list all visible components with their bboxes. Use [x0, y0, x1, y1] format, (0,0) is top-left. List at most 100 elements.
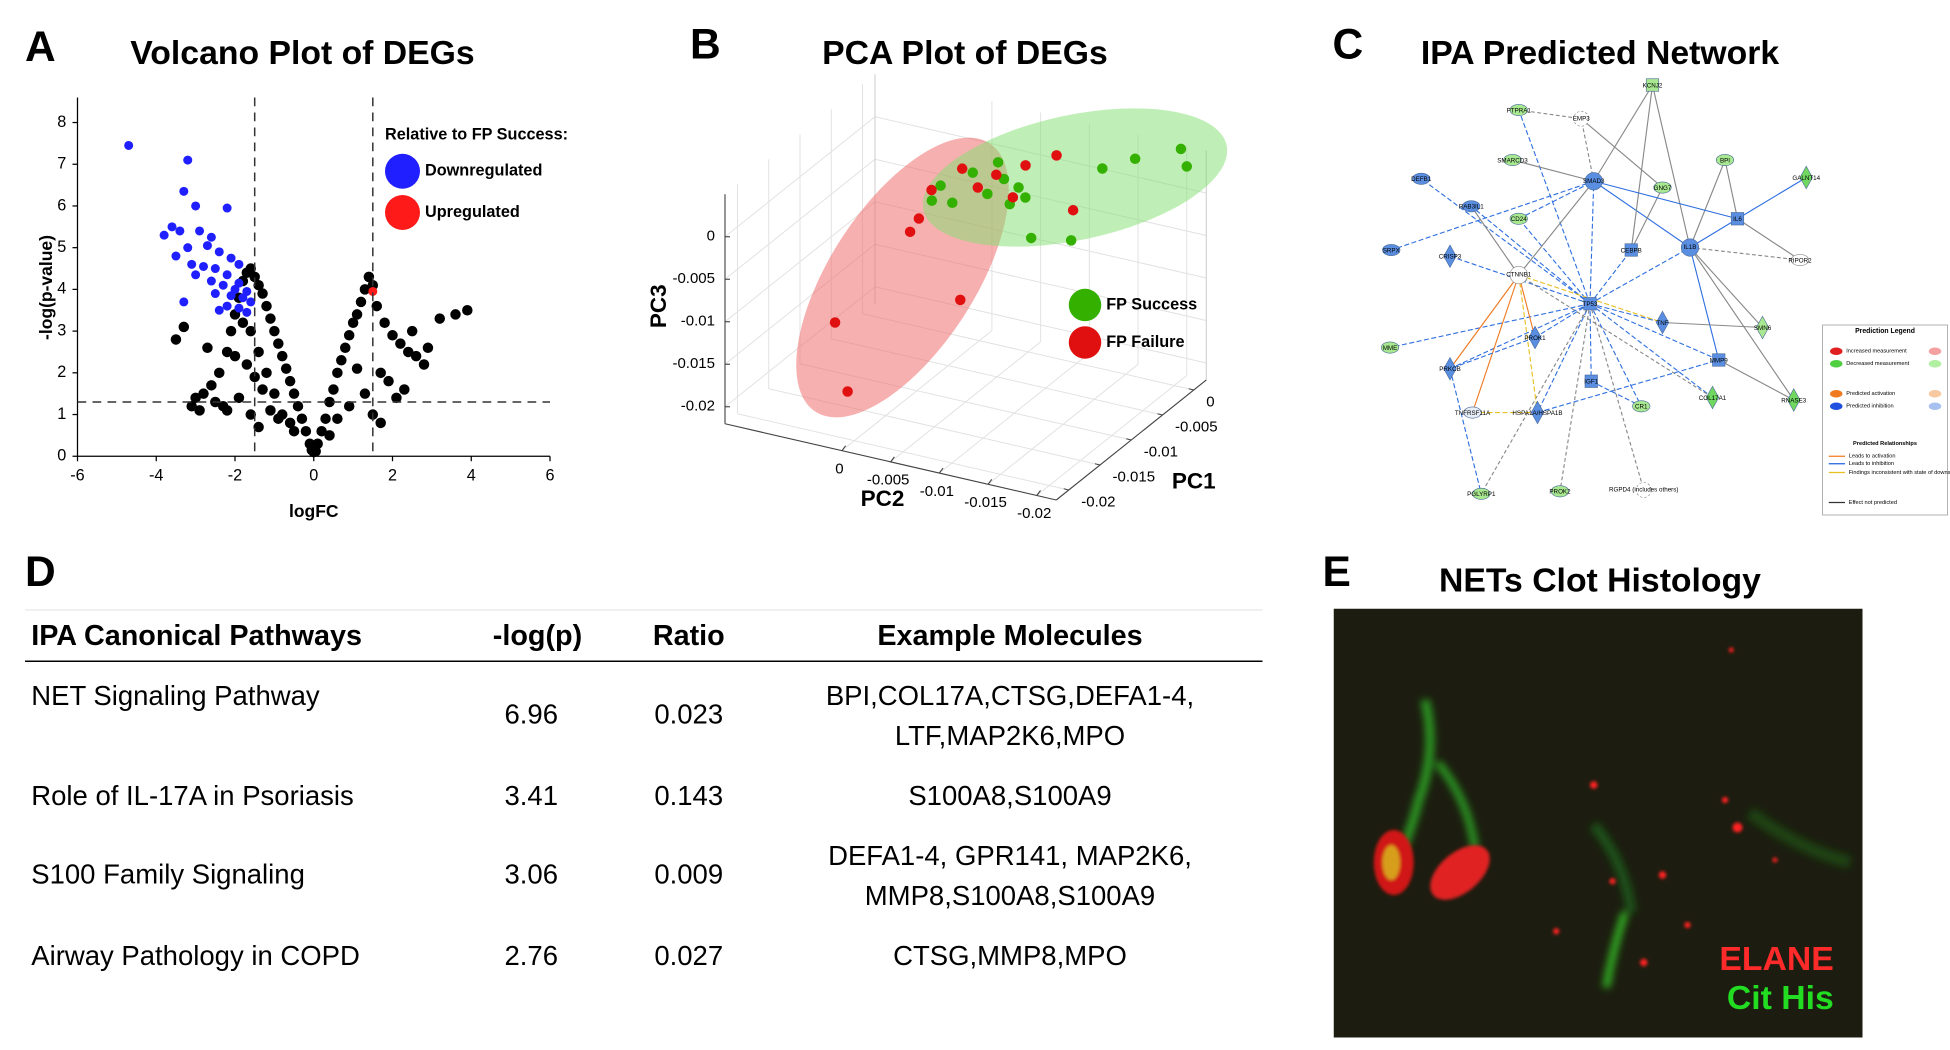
point: [1051, 150, 1062, 161]
legend-swatch: [1928, 390, 1942, 398]
point: [351, 309, 363, 320]
x-tick: [1157, 413, 1163, 416]
point: [347, 317, 359, 329]
point: [257, 288, 268, 299]
network-edge: [1589, 303, 1642, 407]
pca-ellipses: [796, 108, 1228, 418]
node-label: GALNT14: [1792, 175, 1820, 182]
point: [842, 386, 853, 397]
point: [241, 359, 253, 370]
network-edge: [1593, 180, 1738, 220]
point: [379, 317, 390, 329]
node-label: CR1: [1635, 404, 1648, 411]
point: [229, 350, 241, 362]
point: [198, 388, 209, 399]
network-edge: [1449, 274, 1520, 370]
point: [221, 405, 233, 416]
network-node: [1509, 212, 1528, 225]
point: [195, 226, 205, 236]
grid-line: [987, 363, 1139, 485]
network-node: [1509, 265, 1528, 285]
point: [406, 325, 418, 337]
point: [178, 321, 190, 333]
network-edge: [1534, 303, 1591, 338]
chart-title: PCA Plot of DEGs: [822, 34, 1108, 72]
grid-line: [939, 352, 1090, 474]
point: [1020, 160, 1031, 171]
point: [829, 317, 841, 328]
network-node: [1503, 154, 1522, 166]
point: [972, 182, 984, 193]
network-edge: [1449, 255, 1591, 305]
network-edge: [1420, 178, 1591, 305]
network-edge: [1512, 159, 1594, 182]
network-edge: [1470, 205, 1520, 276]
point: [222, 203, 232, 213]
point: [399, 384, 410, 395]
network-node: [1380, 341, 1400, 354]
point: [241, 267, 253, 278]
node-label: MMP9: [1710, 357, 1729, 364]
point: [226, 291, 236, 301]
z-tick-label: -0.015: [672, 355, 715, 372]
point: [179, 186, 189, 196]
legend-swatch: [385, 153, 420, 189]
x-tick-label: 0: [309, 467, 318, 485]
point: [170, 334, 182, 345]
success-ellipse: [922, 108, 1228, 247]
network-edge: [1580, 118, 1663, 188]
point: [249, 371, 260, 383]
y-tick: [890, 456, 895, 463]
node-label: PRKCB: [1439, 366, 1461, 373]
x-tick-label: -0.015: [1113, 468, 1156, 485]
node-label: PROK1: [1524, 335, 1546, 342]
network-edge: [1689, 218, 1738, 248]
x-tick-label: 4: [467, 467, 476, 485]
legend-swatch: [1928, 402, 1942, 410]
node-label: KCNJ2: [1643, 82, 1663, 89]
network-node: [1443, 244, 1457, 269]
network-edge: [1589, 303, 1713, 398]
legend-swatch: [1830, 347, 1843, 355]
point: [175, 226, 185, 236]
point: [1007, 192, 1019, 203]
point: [450, 309, 461, 320]
network-edge: [1518, 109, 1591, 304]
red-signal: [1373, 647, 1778, 967]
point: [159, 230, 169, 240]
network-edge: [1518, 274, 1539, 413]
legend-swatch: [1830, 402, 1843, 410]
network-node: [1382, 244, 1401, 256]
x-tick-label: -6: [70, 467, 84, 485]
y-tick-label: -0.01: [920, 483, 954, 500]
point: [225, 325, 237, 337]
point: [288, 425, 300, 437]
panel-label: E: [1323, 549, 1351, 596]
legend-item: Predicted inhibition: [1846, 404, 1893, 410]
y-tick-label: -0.015: [964, 494, 1007, 511]
legend-swatch: [1830, 360, 1843, 368]
point: [210, 264, 220, 274]
point: [904, 226, 916, 238]
network-node: [1584, 172, 1603, 191]
point: [1067, 204, 1079, 216]
x-tick-label: -0.005: [1175, 418, 1218, 435]
network-edge: [1518, 218, 1591, 305]
network-edge: [1590, 380, 1642, 407]
network-node: [1755, 315, 1770, 340]
network-edge: [1518, 274, 1713, 398]
network-node: [1463, 406, 1482, 419]
node-label: COL17A1: [1699, 395, 1727, 402]
network-node: [1530, 400, 1545, 425]
point: [214, 247, 224, 257]
network-node: [1730, 212, 1745, 226]
grid-line: [890, 341, 1041, 463]
z-tick-label: -0.01: [681, 313, 715, 330]
node-label: TNFRSF11A: [1455, 410, 1491, 417]
table-cell: LTF,MAP2K6,MPO: [895, 720, 1125, 751]
network-node: [1624, 243, 1638, 257]
y-tick-label: -0.005: [867, 472, 910, 489]
network-node: [1655, 310, 1670, 335]
point: [410, 350, 422, 362]
y-tick: [841, 445, 847, 451]
